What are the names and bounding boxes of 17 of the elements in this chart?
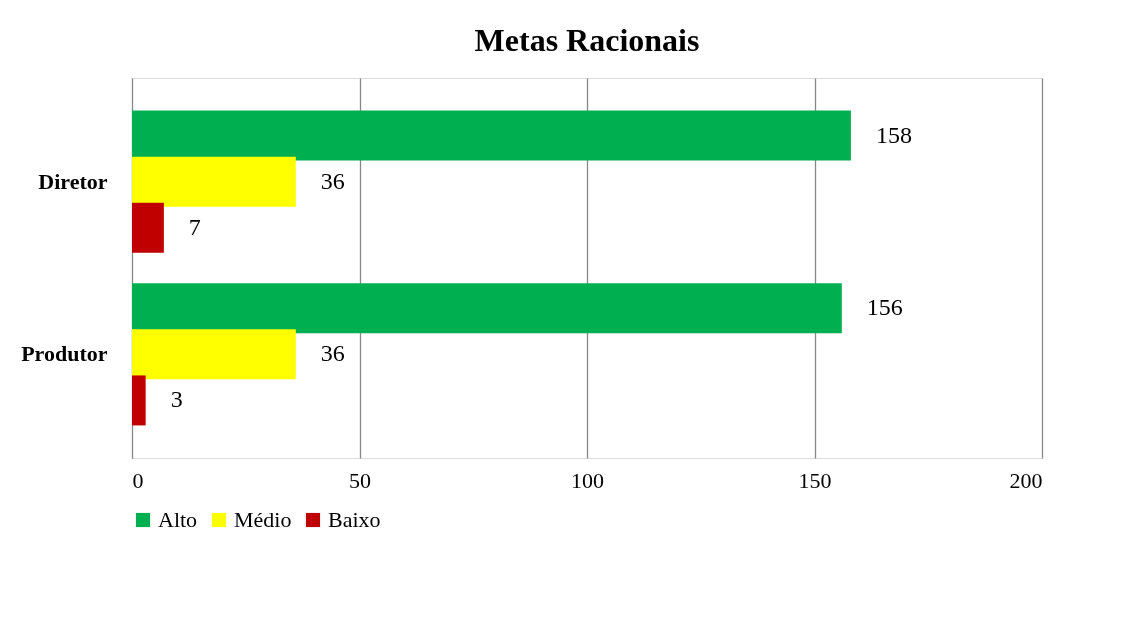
legend-label: Alto xyxy=(158,507,198,532)
x-tick-label: 0 xyxy=(132,467,144,493)
x-tick-label: 200 xyxy=(1009,467,1043,493)
data-label: 158 xyxy=(875,121,912,148)
legend-label: Baixo xyxy=(328,507,381,532)
x-tick-label: 50 xyxy=(349,467,371,493)
chart-title: Metas Racionais xyxy=(474,22,700,58)
data-label: 36 xyxy=(320,340,345,367)
y-tick-label: Diretor xyxy=(38,168,108,194)
data-label: 156 xyxy=(866,294,903,321)
x-tick-label: 150 xyxy=(798,467,832,493)
data-label: 3 xyxy=(170,386,183,413)
x-tick-label: 100 xyxy=(571,467,604,493)
data-label: 7 xyxy=(188,213,201,240)
data-label: 36 xyxy=(320,167,345,194)
y-tick-label: Produtor xyxy=(21,341,108,367)
legend-label: Médio xyxy=(234,507,292,532)
